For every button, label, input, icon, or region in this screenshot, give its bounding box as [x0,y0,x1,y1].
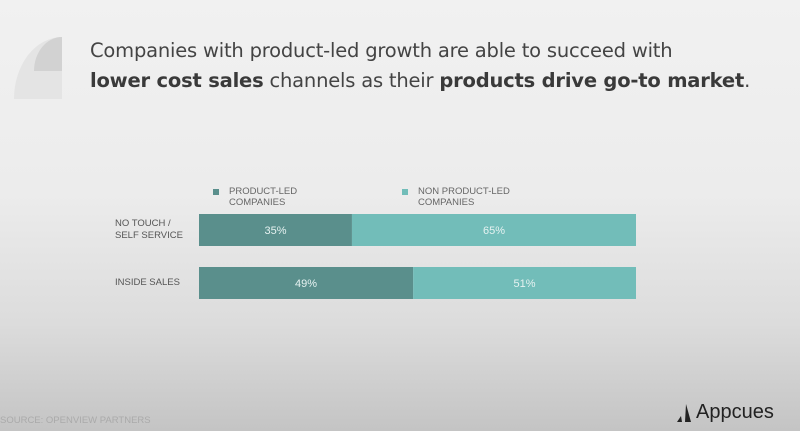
row-label-inside-sales: INSIDE SALES [115,277,180,289]
row-label-no-touch: NO TOUCH / SELF SERVICE [115,218,183,242]
headline-period: . [744,69,751,92]
legend-label: PRODUCT-LED [229,186,298,197]
legend-swatch [213,189,219,195]
bar-segment [199,214,352,246]
data-label: 35% [264,225,286,237]
legend-label: NON PRODUCT-LED [418,186,510,197]
appcues-logo-icon [677,403,691,422]
row-label-line: INSIDE SALES [115,277,180,288]
headline: Companies with product-led growth are ab… [90,36,750,96]
brand-logo: Appcues [676,401,774,424]
legend-swatch [402,189,408,195]
row-label-line: SELF SERVICE [115,230,183,241]
legend-product-led: PRODUCT-LED COMPANIES [213,186,298,208]
legend-non-product-led: NON PRODUCT-LED COMPANIES [402,186,510,208]
source-note: SOURCE: OPENVIEW PARTNERS [0,415,151,426]
headline-bold2: products drive go-to market [439,69,745,92]
data-label: 51% [514,278,536,290]
data-label: 49% [295,278,317,290]
legend-label: COMPANIES [229,197,286,208]
bar-segment [351,214,636,246]
legend-label: COMPANIES [418,197,475,208]
row-label-line: NO TOUCH / [115,218,171,229]
decorative-quarter-circle [14,37,62,99]
data-label: 65% [483,225,505,237]
bar-segment [413,267,636,299]
brand-name: Appcues [696,401,774,423]
headline-line1: Companies with product-led growth are ab… [90,39,673,62]
bar-segment [199,267,414,299]
headline-text2: channels as their [263,69,440,92]
headline-bold1: lower cost sales [90,69,264,92]
